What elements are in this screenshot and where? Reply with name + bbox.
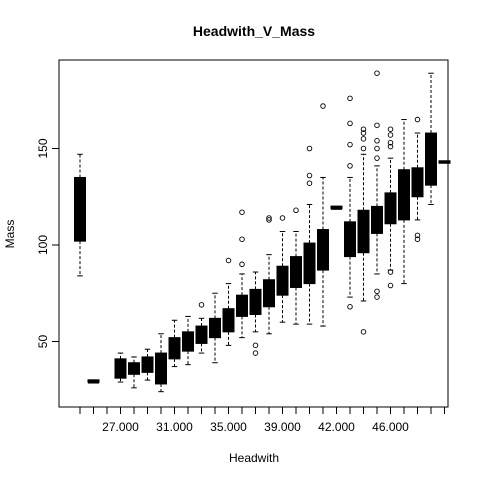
outlier-point bbox=[414, 236, 421, 242]
outlier-point bbox=[225, 257, 232, 264]
x-axis-label: Headwith bbox=[229, 451, 279, 465]
box bbox=[195, 325, 208, 344]
outlier-point bbox=[374, 138, 380, 144]
x-tick-label: 31.000 bbox=[156, 420, 193, 434]
outlier-point bbox=[293, 207, 299, 214]
outlier-point bbox=[414, 232, 421, 239]
outlier-point bbox=[266, 215, 272, 221]
outlier-point bbox=[306, 145, 313, 152]
box bbox=[114, 358, 127, 379]
outlier-point bbox=[374, 70, 380, 76]
x-tick-label: 39.000 bbox=[264, 420, 301, 434]
outlier-point bbox=[347, 120, 353, 127]
outlier-point bbox=[252, 342, 259, 349]
box bbox=[141, 356, 154, 373]
outlier-point bbox=[374, 122, 380, 129]
outlier-point bbox=[374, 155, 380, 161]
outlier-point bbox=[239, 209, 245, 215]
outlier-point bbox=[198, 302, 205, 308]
x-tick-label: 35.000 bbox=[210, 420, 247, 434]
outlier-point bbox=[374, 294, 380, 300]
outlier-point bbox=[347, 304, 353, 310]
outlier-point bbox=[347, 95, 353, 102]
outlier-point bbox=[266, 217, 272, 223]
outlier-point bbox=[239, 261, 245, 268]
box bbox=[276, 265, 289, 296]
outlier-point bbox=[252, 350, 259, 356]
outlier-point bbox=[306, 180, 313, 186]
box bbox=[303, 242, 316, 285]
outlier-point bbox=[374, 145, 380, 152]
outlier-point bbox=[387, 143, 394, 150]
outlier-point bbox=[360, 126, 367, 132]
outlier-point bbox=[387, 126, 394, 132]
outlier-point bbox=[360, 145, 367, 152]
box bbox=[344, 221, 356, 258]
outlier-point bbox=[306, 172, 313, 179]
outlier-point bbox=[414, 116, 421, 123]
outlier-point bbox=[320, 103, 326, 109]
y-tick-label: 50 bbox=[36, 335, 50, 349]
y-axis-label: Mass bbox=[3, 220, 17, 249]
outlier-point bbox=[279, 215, 286, 221]
chart-title: Headwith_V_Mass bbox=[193, 23, 315, 39]
box bbox=[398, 169, 410, 221]
box bbox=[357, 209, 370, 254]
outlier-point bbox=[347, 163, 353, 169]
outlier-point bbox=[387, 269, 394, 275]
box bbox=[155, 352, 167, 385]
outlier-point bbox=[387, 139, 394, 146]
box bbox=[425, 132, 437, 186]
outlier-point bbox=[347, 141, 353, 148]
outlier-point bbox=[360, 130, 367, 136]
outlier-point bbox=[239, 236, 245, 242]
x-tick-label: 27.000 bbox=[102, 420, 139, 434]
box bbox=[384, 192, 397, 225]
y-tick-label: 100 bbox=[36, 235, 50, 255]
outlier-point bbox=[387, 132, 394, 138]
y-tick-label: 150 bbox=[36, 138, 50, 158]
outlier-point bbox=[360, 329, 367, 335]
outlier-point bbox=[360, 136, 367, 142]
x-tick-label: 42.000 bbox=[318, 420, 355, 434]
box bbox=[317, 229, 329, 271]
outlier-point bbox=[387, 282, 394, 289]
outlier-point bbox=[374, 288, 380, 295]
x-tick-label: 46.000 bbox=[372, 420, 409, 434]
